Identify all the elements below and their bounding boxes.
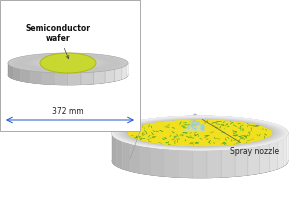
Polygon shape — [21, 69, 30, 83]
Polygon shape — [131, 143, 140, 173]
Ellipse shape — [49, 60, 87, 66]
Polygon shape — [178, 149, 192, 178]
Polygon shape — [81, 72, 93, 85]
Polygon shape — [112, 133, 288, 178]
Text: Semiconductor
wafer: Semiconductor wafer — [26, 24, 91, 59]
Polygon shape — [105, 69, 114, 83]
Ellipse shape — [20, 55, 116, 71]
Polygon shape — [183, 121, 207, 131]
Polygon shape — [68, 73, 80, 85]
Polygon shape — [152, 147, 164, 177]
Text: 372 mm: 372 mm — [52, 107, 84, 116]
Ellipse shape — [127, 119, 273, 147]
Polygon shape — [193, 150, 206, 178]
Polygon shape — [287, 133, 288, 164]
Polygon shape — [8, 63, 128, 85]
Ellipse shape — [12, 54, 124, 72]
Polygon shape — [165, 149, 178, 177]
Ellipse shape — [194, 114, 197, 116]
Polygon shape — [260, 143, 269, 173]
Ellipse shape — [24, 56, 112, 70]
Ellipse shape — [40, 53, 96, 73]
Polygon shape — [248, 146, 259, 175]
Ellipse shape — [28, 56, 108, 70]
Polygon shape — [14, 67, 20, 81]
Ellipse shape — [8, 53, 128, 73]
Ellipse shape — [57, 61, 79, 65]
Bar — [0, 0, 140, 131]
Ellipse shape — [53, 61, 83, 66]
Ellipse shape — [37, 58, 99, 68]
Ellipse shape — [32, 57, 104, 69]
Polygon shape — [112, 133, 113, 164]
Polygon shape — [55, 73, 67, 85]
Ellipse shape — [61, 62, 75, 64]
Polygon shape — [283, 136, 287, 166]
Polygon shape — [207, 150, 221, 178]
Polygon shape — [127, 63, 128, 77]
Polygon shape — [113, 136, 116, 166]
Polygon shape — [277, 139, 283, 169]
Ellipse shape — [8, 65, 128, 85]
Ellipse shape — [45, 59, 91, 67]
Ellipse shape — [112, 116, 288, 150]
Polygon shape — [8, 63, 9, 77]
Ellipse shape — [65, 62, 71, 64]
Polygon shape — [117, 138, 122, 169]
Ellipse shape — [16, 54, 120, 72]
Polygon shape — [42, 72, 54, 85]
Text: Spray nozzle: Spray nozzle — [202, 119, 279, 156]
Polygon shape — [127, 61, 128, 75]
Polygon shape — [287, 130, 288, 161]
Polygon shape — [115, 68, 122, 81]
Polygon shape — [122, 65, 126, 79]
Ellipse shape — [41, 58, 95, 68]
Polygon shape — [10, 65, 14, 79]
Polygon shape — [269, 141, 277, 172]
Polygon shape — [140, 146, 151, 175]
Polygon shape — [235, 147, 247, 177]
Ellipse shape — [8, 53, 128, 73]
Polygon shape — [123, 141, 130, 171]
Polygon shape — [31, 71, 41, 84]
Polygon shape — [222, 149, 235, 177]
Ellipse shape — [112, 144, 288, 178]
Ellipse shape — [127, 119, 273, 147]
Polygon shape — [94, 71, 105, 84]
